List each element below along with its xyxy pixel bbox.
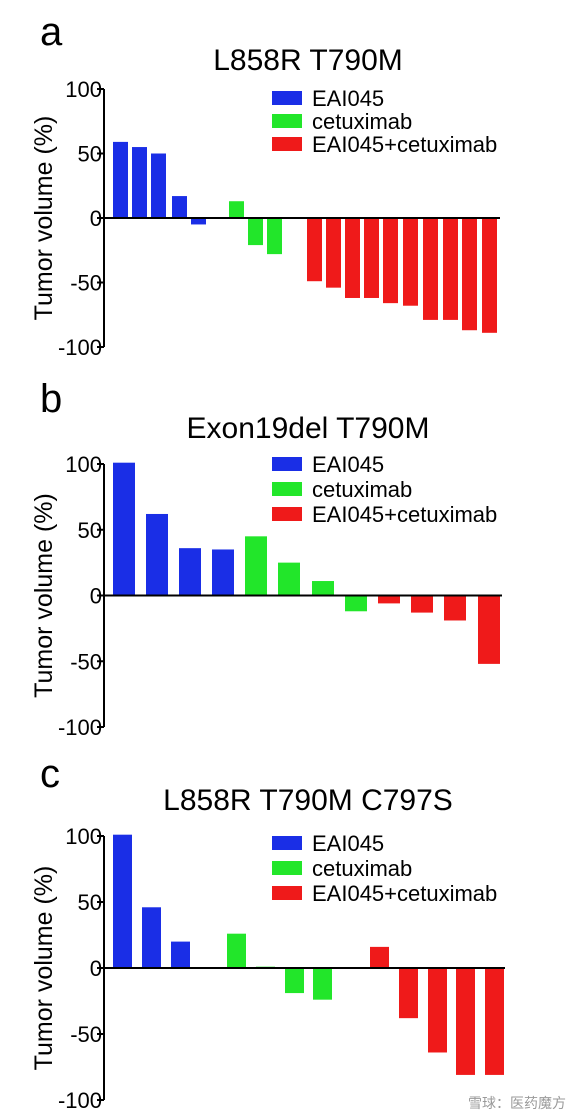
- bar-cetuximab-2: [248, 218, 263, 246]
- bar-eai045-3: [179, 548, 201, 596]
- bar-eai045-cetuximab-2: [326, 218, 341, 288]
- panel-letter: a: [40, 10, 63, 54]
- bar-eai045-cetuximab-2: [411, 595, 433, 613]
- y-tick-label: 100: [65, 452, 102, 477]
- y-tick-label: 0: [90, 584, 102, 609]
- legend-swatch: [272, 886, 302, 900]
- legend-label: EAI045+cetuximab: [312, 881, 497, 906]
- bar-eai045-cetuximab-1: [307, 218, 322, 282]
- legend-label: EAI045+cetuximab: [312, 502, 497, 527]
- bar-eai045-cetuximab-6: [403, 218, 418, 306]
- legend-swatch: [272, 457, 302, 471]
- bar-eai045-cetuximab-9: [462, 218, 477, 331]
- bar-eai045-cetuximab-5: [383, 218, 398, 304]
- y-tick-label: 0: [90, 206, 102, 231]
- y-axis-label: Tumor volume (%): [30, 116, 58, 321]
- bar-eai045-cetuximab-3: [428, 968, 447, 1053]
- legend-label: cetuximab: [312, 109, 412, 134]
- legend-swatch: [272, 861, 302, 875]
- legend-swatch: [272, 114, 302, 128]
- y-tick-label: -100: [58, 1088, 102, 1113]
- bar-cetuximab-2: [278, 562, 300, 596]
- legend-label: EAI045: [312, 86, 384, 111]
- bar-cetuximab-1: [227, 933, 246, 968]
- legend-label: cetuximab: [312, 856, 412, 881]
- legend-label: EAI045: [312, 452, 384, 477]
- y-tick-label: -100: [58, 715, 102, 740]
- bar-eai045-cetuximab-1: [370, 946, 389, 968]
- bar-eai045-cetuximab-3: [345, 218, 360, 298]
- bar-eai045-cetuximab-3: [444, 595, 466, 621]
- bar-eai045-1: [113, 141, 128, 218]
- bar-eai045-2: [146, 513, 168, 596]
- bar-cetuximab-3: [312, 581, 334, 596]
- y-tick-label: 50: [78, 142, 102, 167]
- bar-eai045-cetuximab-7: [423, 218, 438, 320]
- bar-cetuximab-4: [313, 968, 332, 1000]
- legend-label: cetuximab: [312, 477, 412, 502]
- bar-eai045-5: [191, 218, 206, 225]
- y-tick-label: -50: [70, 271, 102, 296]
- watermark-text: 雪球：医药魔方: [468, 1096, 566, 1112]
- bar-eai045-cetuximab-4: [364, 218, 379, 298]
- y-tick-label: 100: [65, 77, 102, 102]
- legend-swatch: [272, 482, 302, 496]
- bar-eai045-cetuximab-10: [482, 218, 497, 333]
- bar-cetuximab-1: [245, 536, 267, 596]
- bar-eai045-4: [172, 196, 187, 218]
- y-axis-label: Tumor volume (%): [30, 493, 58, 698]
- y-tick-label: 0: [90, 956, 102, 981]
- bar-eai045-3: [171, 941, 190, 968]
- y-tick-label: 50: [78, 518, 102, 543]
- bar-eai045-cetuximab-4: [478, 595, 500, 664]
- chart-title: Exon19del T790M: [187, 412, 430, 445]
- y-tick-label: -100: [58, 335, 102, 360]
- bar-cetuximab-1: [229, 201, 244, 218]
- bar-eai045-cetuximab-5: [485, 968, 504, 1075]
- legend-swatch: [272, 91, 302, 105]
- bar-eai045-4: [212, 549, 234, 596]
- chart-title: L858R T790M: [213, 44, 403, 77]
- legend-label: EAI045: [312, 831, 384, 856]
- y-axis-label: Tumor volume (%): [30, 866, 58, 1071]
- legend-swatch: [272, 507, 302, 521]
- chart-title: L858R T790M C797S: [163, 784, 453, 817]
- y-tick-label: 100: [65, 824, 102, 849]
- bar-eai045-3: [151, 153, 166, 218]
- bar-eai045-cetuximab-4: [456, 968, 475, 1075]
- bar-eai045-cetuximab-1: [378, 595, 400, 604]
- bar-eai045-cetuximab-8: [443, 218, 458, 320]
- panel-letter: b: [40, 377, 62, 421]
- bar-cetuximab-3: [267, 218, 282, 255]
- bar-cetuximab-4: [345, 595, 367, 612]
- legend-label: EAI045+cetuximab: [312, 132, 497, 157]
- y-tick-label: 50: [78, 890, 102, 915]
- bar-eai045-2: [132, 147, 147, 218]
- y-tick-label: -50: [70, 649, 102, 674]
- bar-eai045-1: [113, 834, 132, 968]
- bar-eai045-2: [142, 907, 161, 968]
- bar-cetuximab-3: [285, 968, 304, 994]
- bar-eai045-cetuximab-2: [399, 968, 418, 1019]
- bar-eai045-1: [113, 462, 135, 596]
- legend-swatch: [272, 137, 302, 151]
- panel-letter: c: [40, 752, 60, 796]
- y-tick-label: -50: [70, 1022, 102, 1047]
- legend-swatch: [272, 836, 302, 850]
